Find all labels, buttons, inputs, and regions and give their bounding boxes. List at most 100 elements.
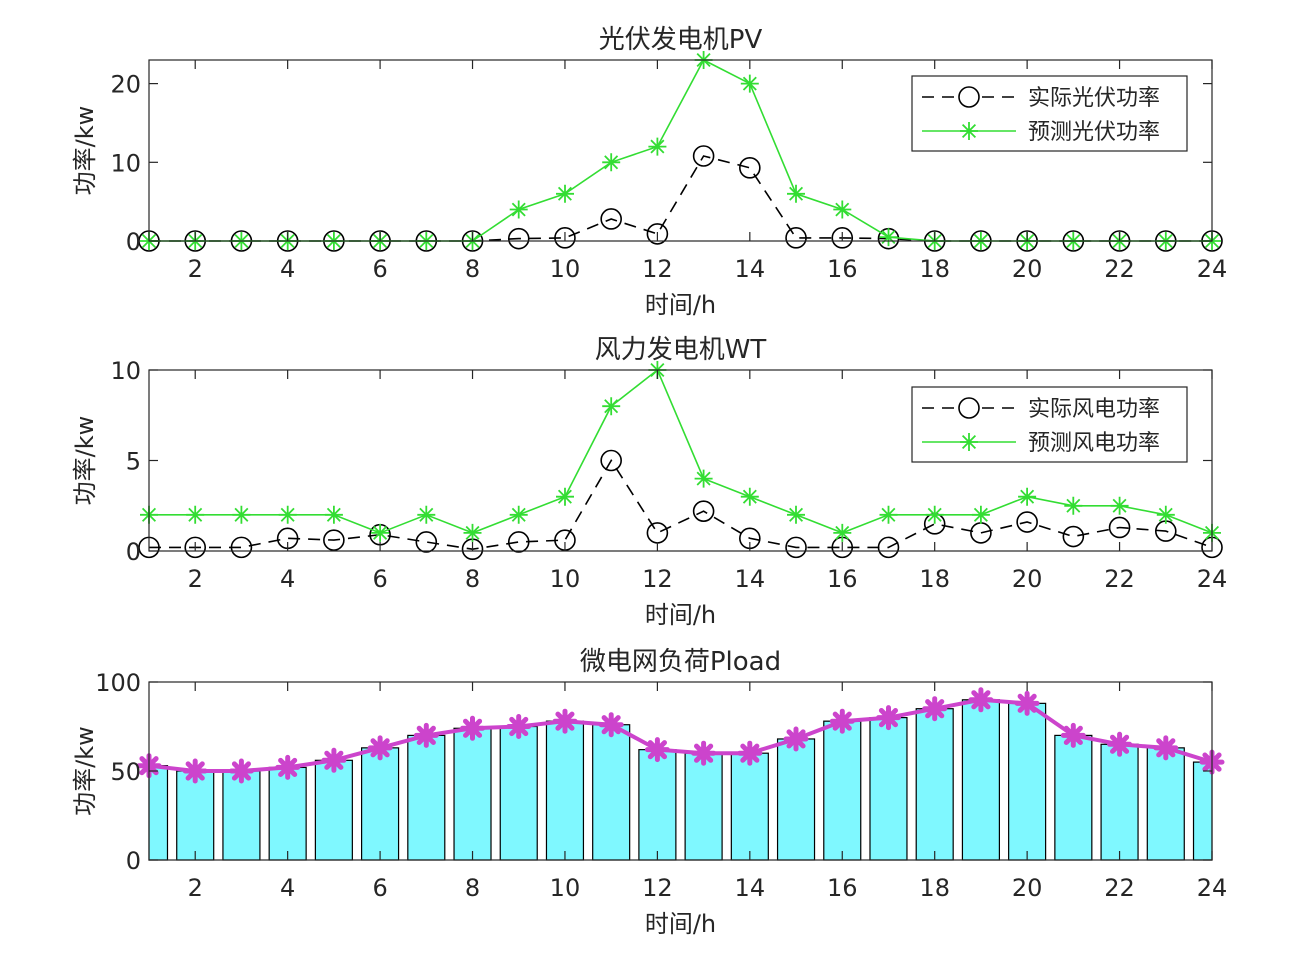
load-marker-core xyxy=(328,755,339,766)
series-marker-1 xyxy=(692,145,715,167)
series-marker-1 xyxy=(785,536,807,559)
series-marker-2 xyxy=(879,228,898,247)
series-marker-2 xyxy=(509,505,528,524)
series-marker-1 xyxy=(877,536,900,559)
bar xyxy=(592,724,631,861)
series-marker-2 xyxy=(278,505,297,524)
bar xyxy=(453,727,492,861)
x-tick-label: 22 xyxy=(1104,565,1135,593)
load-marker-core xyxy=(606,719,617,730)
chart-title: 光伏发电机PV xyxy=(599,25,763,55)
series-marker-1 xyxy=(831,227,854,249)
legend-marker-1 xyxy=(958,397,980,419)
load-marker-core xyxy=(1114,739,1125,750)
x-tick-label: 24 xyxy=(1197,565,1228,593)
x-tick-label: 14 xyxy=(735,565,766,593)
x-tick-label: 18 xyxy=(919,255,950,283)
series-marker-2 xyxy=(463,523,482,542)
chart-1: 2 4 6 8 10 12 14 16 18 20 22 2401020光伏发电机PV时间/h功率/k… xyxy=(71,25,1227,319)
y-tick-label: 100 xyxy=(95,669,141,697)
x-tick-label: 20 xyxy=(1012,255,1043,283)
x-tick-label: 8 xyxy=(465,874,480,902)
bar xyxy=(776,738,816,861)
bar xyxy=(1008,702,1047,861)
load-marker-core xyxy=(744,748,755,759)
load-marker-core xyxy=(791,733,802,744)
x-tick-label: 10 xyxy=(550,874,581,902)
load-marker-core xyxy=(467,723,478,734)
y-tick-label: 10 xyxy=(110,149,141,177)
x-tick-label: 12 xyxy=(642,565,673,593)
series-marker-2 xyxy=(1064,496,1083,515)
y-tick-label: 50 xyxy=(110,758,141,786)
chart-2: 2 4 6 8 10 12 14 16 18 20 22 240510风力发电机WT时间/h功率/kw… xyxy=(71,335,1227,629)
legend-marker-2 xyxy=(960,433,978,451)
legend-marker-2 xyxy=(960,122,978,140)
load-marker-core xyxy=(1022,698,1033,709)
bar xyxy=(268,766,307,861)
legend-label-1: 实际光伏功率 xyxy=(1028,86,1160,111)
bar xyxy=(915,708,954,861)
series-marker-2 xyxy=(1110,496,1129,515)
x-tick-label: 12 xyxy=(642,255,673,283)
load-marker-core xyxy=(421,730,432,741)
series-marker-1 xyxy=(1016,511,1038,533)
series-marker-2 xyxy=(879,505,898,524)
series-marker-2 xyxy=(971,505,990,524)
series-marker-1 xyxy=(646,223,669,245)
load-marker-core xyxy=(698,748,709,759)
load-marker-core xyxy=(929,703,940,714)
x-tick-label: 20 xyxy=(1012,874,1043,902)
bar xyxy=(1054,734,1093,861)
x-tick-label: 2 xyxy=(188,255,203,283)
x-tick-label: 14 xyxy=(735,255,766,283)
x-tick-label: 22 xyxy=(1104,874,1135,902)
x-tick-label: 4 xyxy=(280,255,295,283)
x-tick-label: 2 xyxy=(188,874,203,902)
x-tick-label: 4 xyxy=(280,565,295,593)
load-marker-core xyxy=(837,716,848,727)
bar xyxy=(1192,761,1213,861)
y-tick-label: 20 xyxy=(110,71,141,99)
series-marker-1 xyxy=(1062,525,1085,548)
load-marker-core xyxy=(883,712,894,723)
series-marker-2 xyxy=(556,487,574,506)
series-marker-1 xyxy=(507,227,530,250)
x-tick-label: 12 xyxy=(642,874,673,902)
x-tick-label: 6 xyxy=(372,565,387,593)
bar xyxy=(1146,747,1185,861)
series-marker-2 xyxy=(833,523,852,542)
series-line-1 xyxy=(149,458,1213,551)
series-marker-2 xyxy=(232,505,251,524)
y-tick-label: 0 xyxy=(126,538,141,566)
bar xyxy=(638,749,677,861)
series-marker-1 xyxy=(785,227,807,249)
y-axis-label: 功率/kw xyxy=(71,416,99,506)
x-tick-label: 18 xyxy=(919,874,950,902)
y-tick-label: 0 xyxy=(126,228,141,256)
x-tick-label: 24 xyxy=(1197,874,1228,902)
x-axis-label: 时间/h xyxy=(645,601,716,629)
x-tick-label: 18 xyxy=(919,565,950,593)
load-marker-core xyxy=(1068,730,1079,741)
x-tick-label: 22 xyxy=(1104,255,1135,283)
load-marker-core xyxy=(975,694,986,705)
legend-marker-1 xyxy=(958,86,980,108)
x-tick-label: 16 xyxy=(827,255,858,283)
x-tick-label: 20 xyxy=(1012,565,1043,593)
series-marker-1 xyxy=(600,449,622,472)
legend-label-2: 预测光伏功率 xyxy=(1028,120,1160,145)
x-axis-label: 时间/h xyxy=(645,291,716,319)
legend-box xyxy=(911,75,1188,152)
plot-area xyxy=(149,682,1212,860)
series-marker-1 xyxy=(415,531,438,553)
series-marker-1 xyxy=(692,500,715,522)
x-tick-label: 10 xyxy=(550,565,581,593)
series-marker-2 xyxy=(324,505,343,524)
axes-box xyxy=(148,59,1213,242)
load-marker-core xyxy=(559,716,570,727)
x-tick-label: 16 xyxy=(827,874,858,902)
series-marker-1 xyxy=(739,157,761,179)
y-tick-label: 10 xyxy=(110,357,141,385)
